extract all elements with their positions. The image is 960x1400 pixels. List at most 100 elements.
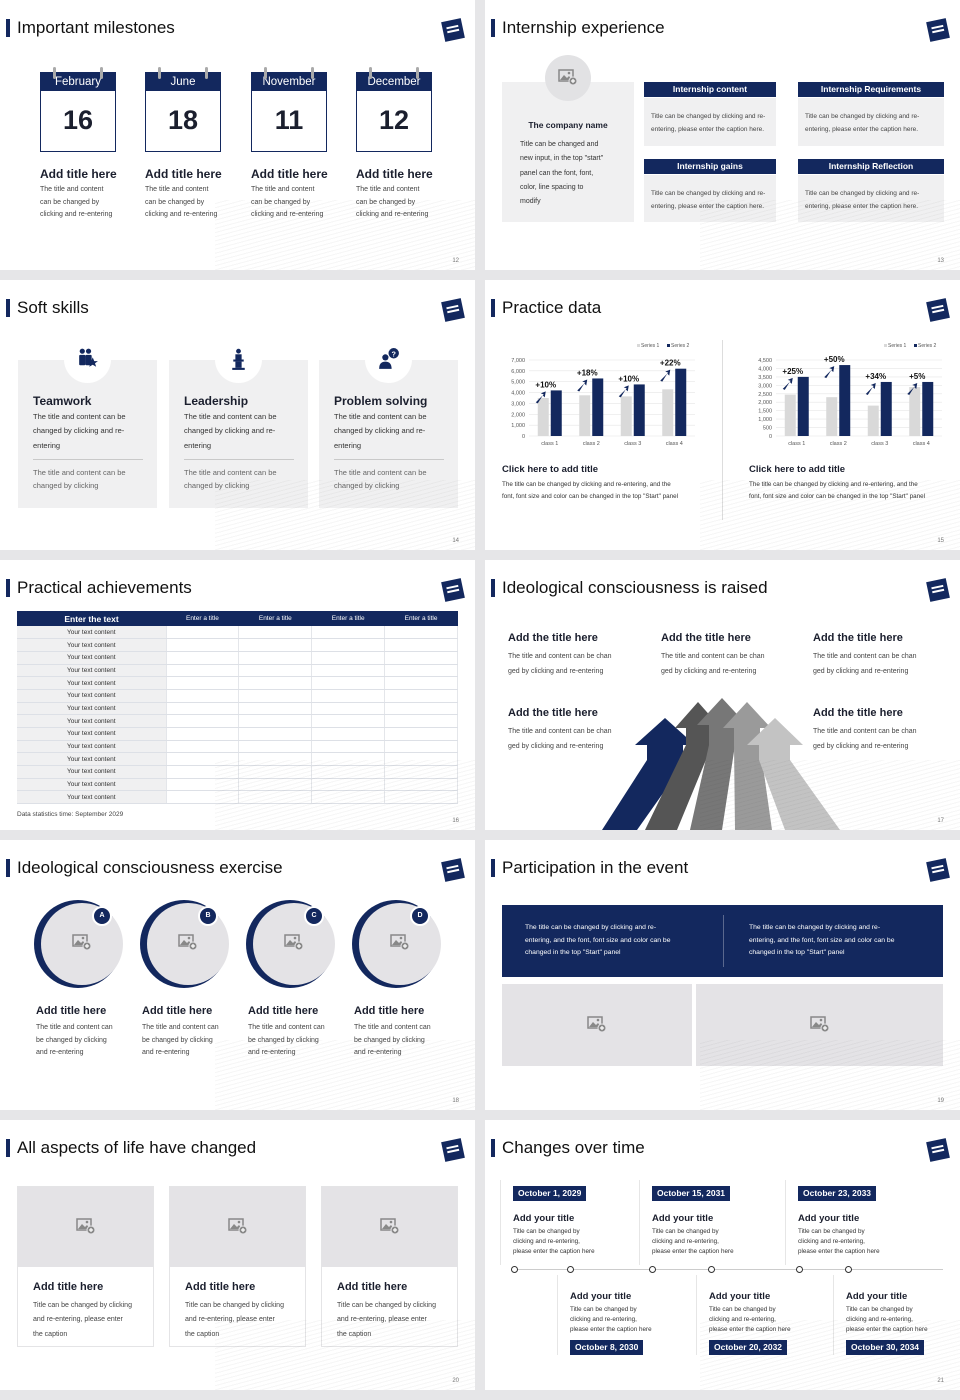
event-title[interactable]: Add your title xyxy=(798,1213,860,1224)
item-title[interactable]: Add the title here xyxy=(508,707,598,719)
table-cell-empty[interactable] xyxy=(238,765,313,779)
table-cell[interactable]: Your text content xyxy=(17,740,167,754)
slide-life-changed[interactable]: All aspects of life have changed Add tit… xyxy=(0,1120,475,1390)
table-cell[interactable]: Your text content xyxy=(17,778,167,792)
table-cell-empty[interactable] xyxy=(238,664,313,678)
slide-internship-experience[interactable]: Internship experience The company name T… xyxy=(485,0,960,270)
table-cell-empty[interactable] xyxy=(238,714,313,728)
table-cell-empty[interactable] xyxy=(166,651,240,665)
item-title[interactable]: Add title here xyxy=(142,1005,213,1017)
table-cell-empty[interactable] xyxy=(238,790,313,805)
table-cell-empty[interactable] xyxy=(166,638,240,652)
slide-soft-skills[interactable]: Soft skills Teamwork The title and conten… xyxy=(0,280,475,550)
table-cell-empty[interactable] xyxy=(311,727,386,741)
card-title[interactable]: Add title here xyxy=(185,1281,256,1293)
milestone-title[interactable]: Add title here xyxy=(40,167,117,181)
table-cell-empty[interactable] xyxy=(384,638,458,652)
table-cell-empty[interactable] xyxy=(311,740,386,754)
table-cell-empty[interactable] xyxy=(311,638,386,652)
table-cell-empty[interactable] xyxy=(384,651,458,665)
table-cell[interactable]: Your text content xyxy=(17,626,167,640)
table-cell[interactable]: Your text content xyxy=(17,752,167,767)
table-cell-empty[interactable] xyxy=(166,790,240,805)
table-cell-empty[interactable] xyxy=(166,626,240,640)
card-title[interactable]: Add title here xyxy=(337,1281,408,1293)
table-cell-empty[interactable] xyxy=(311,702,386,716)
table-cell-empty[interactable] xyxy=(384,664,458,678)
item-title[interactable]: Add the title here xyxy=(813,707,903,719)
milestone-title[interactable]: Add title here xyxy=(145,167,222,181)
table-cell-empty[interactable] xyxy=(166,664,240,678)
milestone-title[interactable]: Add title here xyxy=(356,167,433,181)
event-title[interactable]: Add your title xyxy=(570,1291,632,1302)
table-cell-empty[interactable] xyxy=(311,752,386,767)
table-cell-empty[interactable] xyxy=(384,740,458,754)
table-cell-empty[interactable] xyxy=(384,778,458,792)
table-cell-empty[interactable] xyxy=(166,740,240,754)
table-cell-empty[interactable] xyxy=(166,714,240,728)
table-cell[interactable]: Your text content xyxy=(17,702,167,716)
table-cell[interactable]: Your text content xyxy=(17,790,167,805)
table-cell-empty[interactable] xyxy=(311,689,386,703)
table-cell-empty[interactable] xyxy=(384,790,458,805)
event-title[interactable]: Add your title xyxy=(846,1291,908,1302)
slide-ideological-consciousness-raised[interactable]: Ideological consciousness is raised Add … xyxy=(485,560,960,830)
table-cell-empty[interactable] xyxy=(166,702,240,716)
table-cell-empty[interactable] xyxy=(166,689,240,703)
table-cell[interactable]: Your text content xyxy=(17,727,167,741)
table-cell-empty[interactable] xyxy=(311,778,386,792)
table-cell-empty[interactable] xyxy=(166,676,240,690)
table-cell-empty[interactable] xyxy=(384,626,458,640)
card-title[interactable]: Add title here xyxy=(33,1281,104,1293)
table-cell[interactable]: Your text content xyxy=(17,664,167,678)
table-cell-empty[interactable] xyxy=(384,765,458,779)
item-title[interactable]: Add title here xyxy=(354,1005,425,1017)
image-placeholder[interactable] xyxy=(322,1187,457,1267)
table-cell[interactable]: Your text content xyxy=(17,651,167,665)
item-title[interactable]: Add title here xyxy=(36,1005,107,1017)
table-cell[interactable]: Your text content xyxy=(17,638,167,652)
table-cell-empty[interactable] xyxy=(238,651,313,665)
table-cell-empty[interactable] xyxy=(311,626,386,640)
table-cell[interactable]: Your text content xyxy=(17,689,167,703)
table-cell-empty[interactable] xyxy=(311,765,386,779)
slide-practice-data[interactable]: Practice data 0 1,000 2,000 3,000 4,000 5,000… xyxy=(485,280,960,550)
table-cell-empty[interactable] xyxy=(166,778,240,792)
slide-important-milestones[interactable]: Important milestones February 16 Add title… xyxy=(0,0,475,270)
chart-caption-title[interactable]: Click here to add title xyxy=(502,464,599,475)
table-cell-empty[interactable] xyxy=(384,727,458,741)
table-cell-empty[interactable] xyxy=(384,689,458,703)
milestone-title[interactable]: Add title here xyxy=(251,167,328,181)
event-title[interactable]: Add your title xyxy=(513,1213,575,1224)
table-cell[interactable]: Your text content xyxy=(17,765,167,779)
table-cell-empty[interactable] xyxy=(311,676,386,690)
table-cell-empty[interactable] xyxy=(238,689,313,703)
slide-participation-event[interactable]: Participation in the event The title can… xyxy=(485,840,960,1110)
table-cell-empty[interactable] xyxy=(166,752,240,767)
event-title[interactable]: Add your title xyxy=(652,1213,714,1224)
slide-changes-over-time[interactable]: Changes over time October 1, 2029 Add you… xyxy=(485,1120,960,1390)
image-placeholder[interactable] xyxy=(696,984,943,1066)
table-cell-empty[interactable] xyxy=(166,727,240,741)
table-cell[interactable]: Your text content xyxy=(17,676,167,690)
event-title[interactable]: Add your title xyxy=(709,1291,771,1302)
table-cell-empty[interactable] xyxy=(238,676,313,690)
item-title[interactable]: Add title here xyxy=(248,1005,319,1017)
slide-ideological-consciousness-exercise[interactable]: Ideological consciousness exercise A Add … xyxy=(0,840,475,1110)
image-placeholder[interactable] xyxy=(170,1187,305,1267)
image-placeholder[interactable] xyxy=(502,984,692,1066)
chart-caption-title[interactable]: Click here to add title xyxy=(749,464,846,475)
table-cell-empty[interactable] xyxy=(238,638,313,652)
table-cell-empty[interactable] xyxy=(238,778,313,792)
table-cell-empty[interactable] xyxy=(311,651,386,665)
table-cell-empty[interactable] xyxy=(384,752,458,767)
table-cell-empty[interactable] xyxy=(384,714,458,728)
table-cell-empty[interactable] xyxy=(238,727,313,741)
item-title[interactable]: Add the title here xyxy=(508,632,598,644)
table-cell[interactable]: Your text content xyxy=(17,714,167,728)
table-cell-empty[interactable] xyxy=(166,765,240,779)
table-cell-empty[interactable] xyxy=(238,752,313,767)
slide-practical-achievements[interactable]: Practical achievements Enter the text Ent… xyxy=(0,560,475,830)
table-cell-empty[interactable] xyxy=(238,702,313,716)
table-cell-empty[interactable] xyxy=(311,714,386,728)
